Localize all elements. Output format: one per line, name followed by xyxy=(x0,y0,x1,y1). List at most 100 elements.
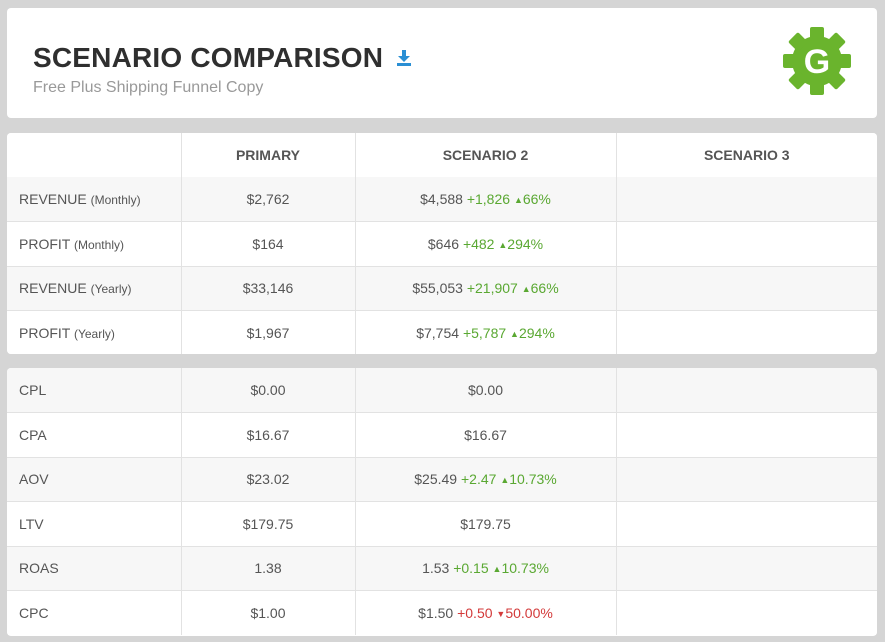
scenario-3-cell xyxy=(616,590,877,635)
primary-value-cell: $23.02 xyxy=(181,456,356,502)
row-label-cell: AOV xyxy=(7,456,182,502)
scenario-3-cell xyxy=(616,310,877,354)
triangle-up-icon: ▲ xyxy=(521,284,531,295)
scenario-2-delta: +0.15 xyxy=(453,560,489,577)
table-row: ROAS 1.38 1.53 +0.15 ▲10.73% xyxy=(7,545,877,591)
row-label-cell: CPC xyxy=(7,590,182,635)
scenario-2-percent: 294% xyxy=(507,235,544,252)
table-row: LTV $179.75 $179.75 xyxy=(7,501,877,546)
primary-value-cell: $164 xyxy=(181,221,356,266)
header-card: SCENARIO COMPARISON Free Plus Shipping F… xyxy=(7,8,877,118)
brand-logo: G xyxy=(781,25,853,97)
scenario-2-percent: 66% xyxy=(522,191,551,207)
primary-value-cell: $179.75 xyxy=(181,501,356,546)
scenario-3-cell xyxy=(616,456,877,502)
scenario-2-delta: +2.47 xyxy=(460,471,497,488)
scenario-2-percent: 10.73% xyxy=(501,560,549,577)
scenario-2-cell: $16.67 xyxy=(355,412,617,457)
row-label: AOV xyxy=(19,471,49,488)
scenario-2-value: $25.49 xyxy=(414,471,458,488)
row-label: REVENUE xyxy=(19,191,87,207)
scenario-3-cell xyxy=(616,177,877,222)
scenario-2-delta: +1,826 xyxy=(466,191,511,207)
table-row: REVENUE (Monthly) $2,762 $4,588 +1,826 ▲66… xyxy=(7,177,877,222)
row-label: LTV xyxy=(19,515,44,532)
table-header-row: PRIMARY SCENARIO 2 SCENARIO 3 xyxy=(7,133,877,177)
primary-value-cell: $33,146 xyxy=(181,265,356,311)
scenario-2-value: $55,053 xyxy=(412,280,463,297)
primary-value-cell: $16.67 xyxy=(181,412,356,457)
scenario-2-cell: $1.50 +0.50 ▼50.00% xyxy=(355,590,617,635)
triangle-up-icon: ▲ xyxy=(500,475,510,486)
scenario-3-cell xyxy=(616,545,877,591)
scenario-2-value: 1.53 xyxy=(422,560,450,577)
scenario-2-cell: $7,754 +5,787 ▲294% xyxy=(355,310,617,354)
scenario-2-value: $1.50 xyxy=(418,605,454,621)
row-label: PROFIT xyxy=(19,325,71,341)
scenario-3-cell xyxy=(616,221,877,266)
triangle-up-icon: ▲ xyxy=(492,564,502,575)
scenario-3-cell xyxy=(616,412,877,457)
scenario-2-value: $0.00 xyxy=(467,382,504,398)
metrics-table: CPL $0.00 $0.00 CPA $16.67 $16.67 AOV $23.02 $25… xyxy=(7,368,877,635)
row-label-cell: CPL xyxy=(7,368,182,413)
row-unit: (Monthly) xyxy=(73,237,124,252)
primary-value-cell: $2,762 xyxy=(181,177,356,222)
row-unit: (Yearly) xyxy=(90,282,132,297)
column-header-scenario-2: SCENARIO 2 xyxy=(355,133,617,177)
summary-table-card: PRIMARY SCENARIO 2 SCENARIO 3 REVENUE (M… xyxy=(7,133,877,354)
triangle-up-icon: ▲ xyxy=(513,195,523,205)
row-label-cell: REVENUE (Monthly) xyxy=(7,177,182,222)
table-row: CPL $0.00 $0.00 xyxy=(7,368,877,413)
scenario-2-delta: +21,907 xyxy=(466,280,518,297)
logo-letter: G xyxy=(804,43,830,81)
download-icon[interactable] xyxy=(395,49,413,67)
scenario-2-cell: $646 +482 ▲294% xyxy=(355,221,617,266)
row-label: PROFIT xyxy=(19,235,71,252)
scenario-2-value: $4,588 xyxy=(420,191,463,207)
primary-value-cell: $1.00 xyxy=(181,590,356,635)
row-label-cell: PROFIT (Yearly) xyxy=(7,310,182,354)
scenario-2-delta: +482 xyxy=(462,235,495,252)
scenario-2-cell: $25.49 +2.47 ▲10.73% xyxy=(355,456,617,502)
scenario-2-value: $16.67 xyxy=(464,426,507,443)
scenario-2-value: $179.75 xyxy=(460,515,511,532)
table-row: REVENUE (Yearly) $33,146 $55,053 +21,907 ▲… xyxy=(7,265,877,311)
scenario-2-cell: $0.00 xyxy=(355,368,617,413)
scenario-2-percent: 294% xyxy=(518,325,555,341)
primary-value-cell: $0.00 xyxy=(181,368,356,413)
scenario-3-cell xyxy=(616,368,877,413)
scenario-2-cell: $55,053 +21,907 ▲66% xyxy=(355,265,617,311)
row-label: ROAS xyxy=(19,560,59,577)
row-unit: (Yearly) xyxy=(73,327,115,341)
table-row: AOV $23.02 $25.49 +2.47 ▲10.73% xyxy=(7,456,877,502)
triangle-up-icon: ▲ xyxy=(510,329,519,339)
row-label: CPL xyxy=(19,382,47,398)
scenario-3-cell xyxy=(616,501,877,546)
table-row: PROFIT (Monthly) $164 $646 +482 ▲294% xyxy=(7,221,877,266)
scenario-2-percent: 66% xyxy=(530,280,559,297)
scenario-2-cell: $4,588 +1,826 ▲66% xyxy=(355,177,617,222)
scenario-2-value: $7,754 xyxy=(416,325,460,341)
row-label-cell: CPA xyxy=(7,412,182,457)
scenario-2-cell: 1.53 +0.15 ▲10.73% xyxy=(355,545,617,591)
row-label: CPC xyxy=(19,605,49,621)
metrics-table-card: CPL $0.00 $0.00 CPA $16.67 $16.67 AOV $23.02 $25… xyxy=(7,368,877,636)
primary-value-cell: $1,967 xyxy=(181,310,356,354)
column-header-scenario-3: SCENARIO 3 xyxy=(616,133,877,177)
scenario-2-cell: $179.75 xyxy=(355,501,617,546)
scenario-2-percent: 50.00% xyxy=(505,605,553,621)
gear-logo-icon: G xyxy=(783,27,851,95)
row-label: CPA xyxy=(19,426,47,443)
column-header-primary: PRIMARY xyxy=(181,133,356,177)
row-unit: (Monthly) xyxy=(90,193,141,207)
table-row: CPC $1.00 $1.50 +0.50 ▼50.00% xyxy=(7,590,877,635)
scenario-3-cell xyxy=(616,265,877,311)
triangle-up-icon: ▲ xyxy=(498,239,508,250)
table-row: CPA $16.67 $16.67 xyxy=(7,412,877,457)
row-label-cell: REVENUE (Yearly) xyxy=(7,265,182,311)
triangle-down-icon: ▼ xyxy=(496,609,506,619)
page-title: SCENARIO COMPARISON xyxy=(33,42,384,73)
row-label-cell: PROFIT (Monthly) xyxy=(7,221,182,266)
primary-value-cell: 1.38 xyxy=(181,545,356,591)
